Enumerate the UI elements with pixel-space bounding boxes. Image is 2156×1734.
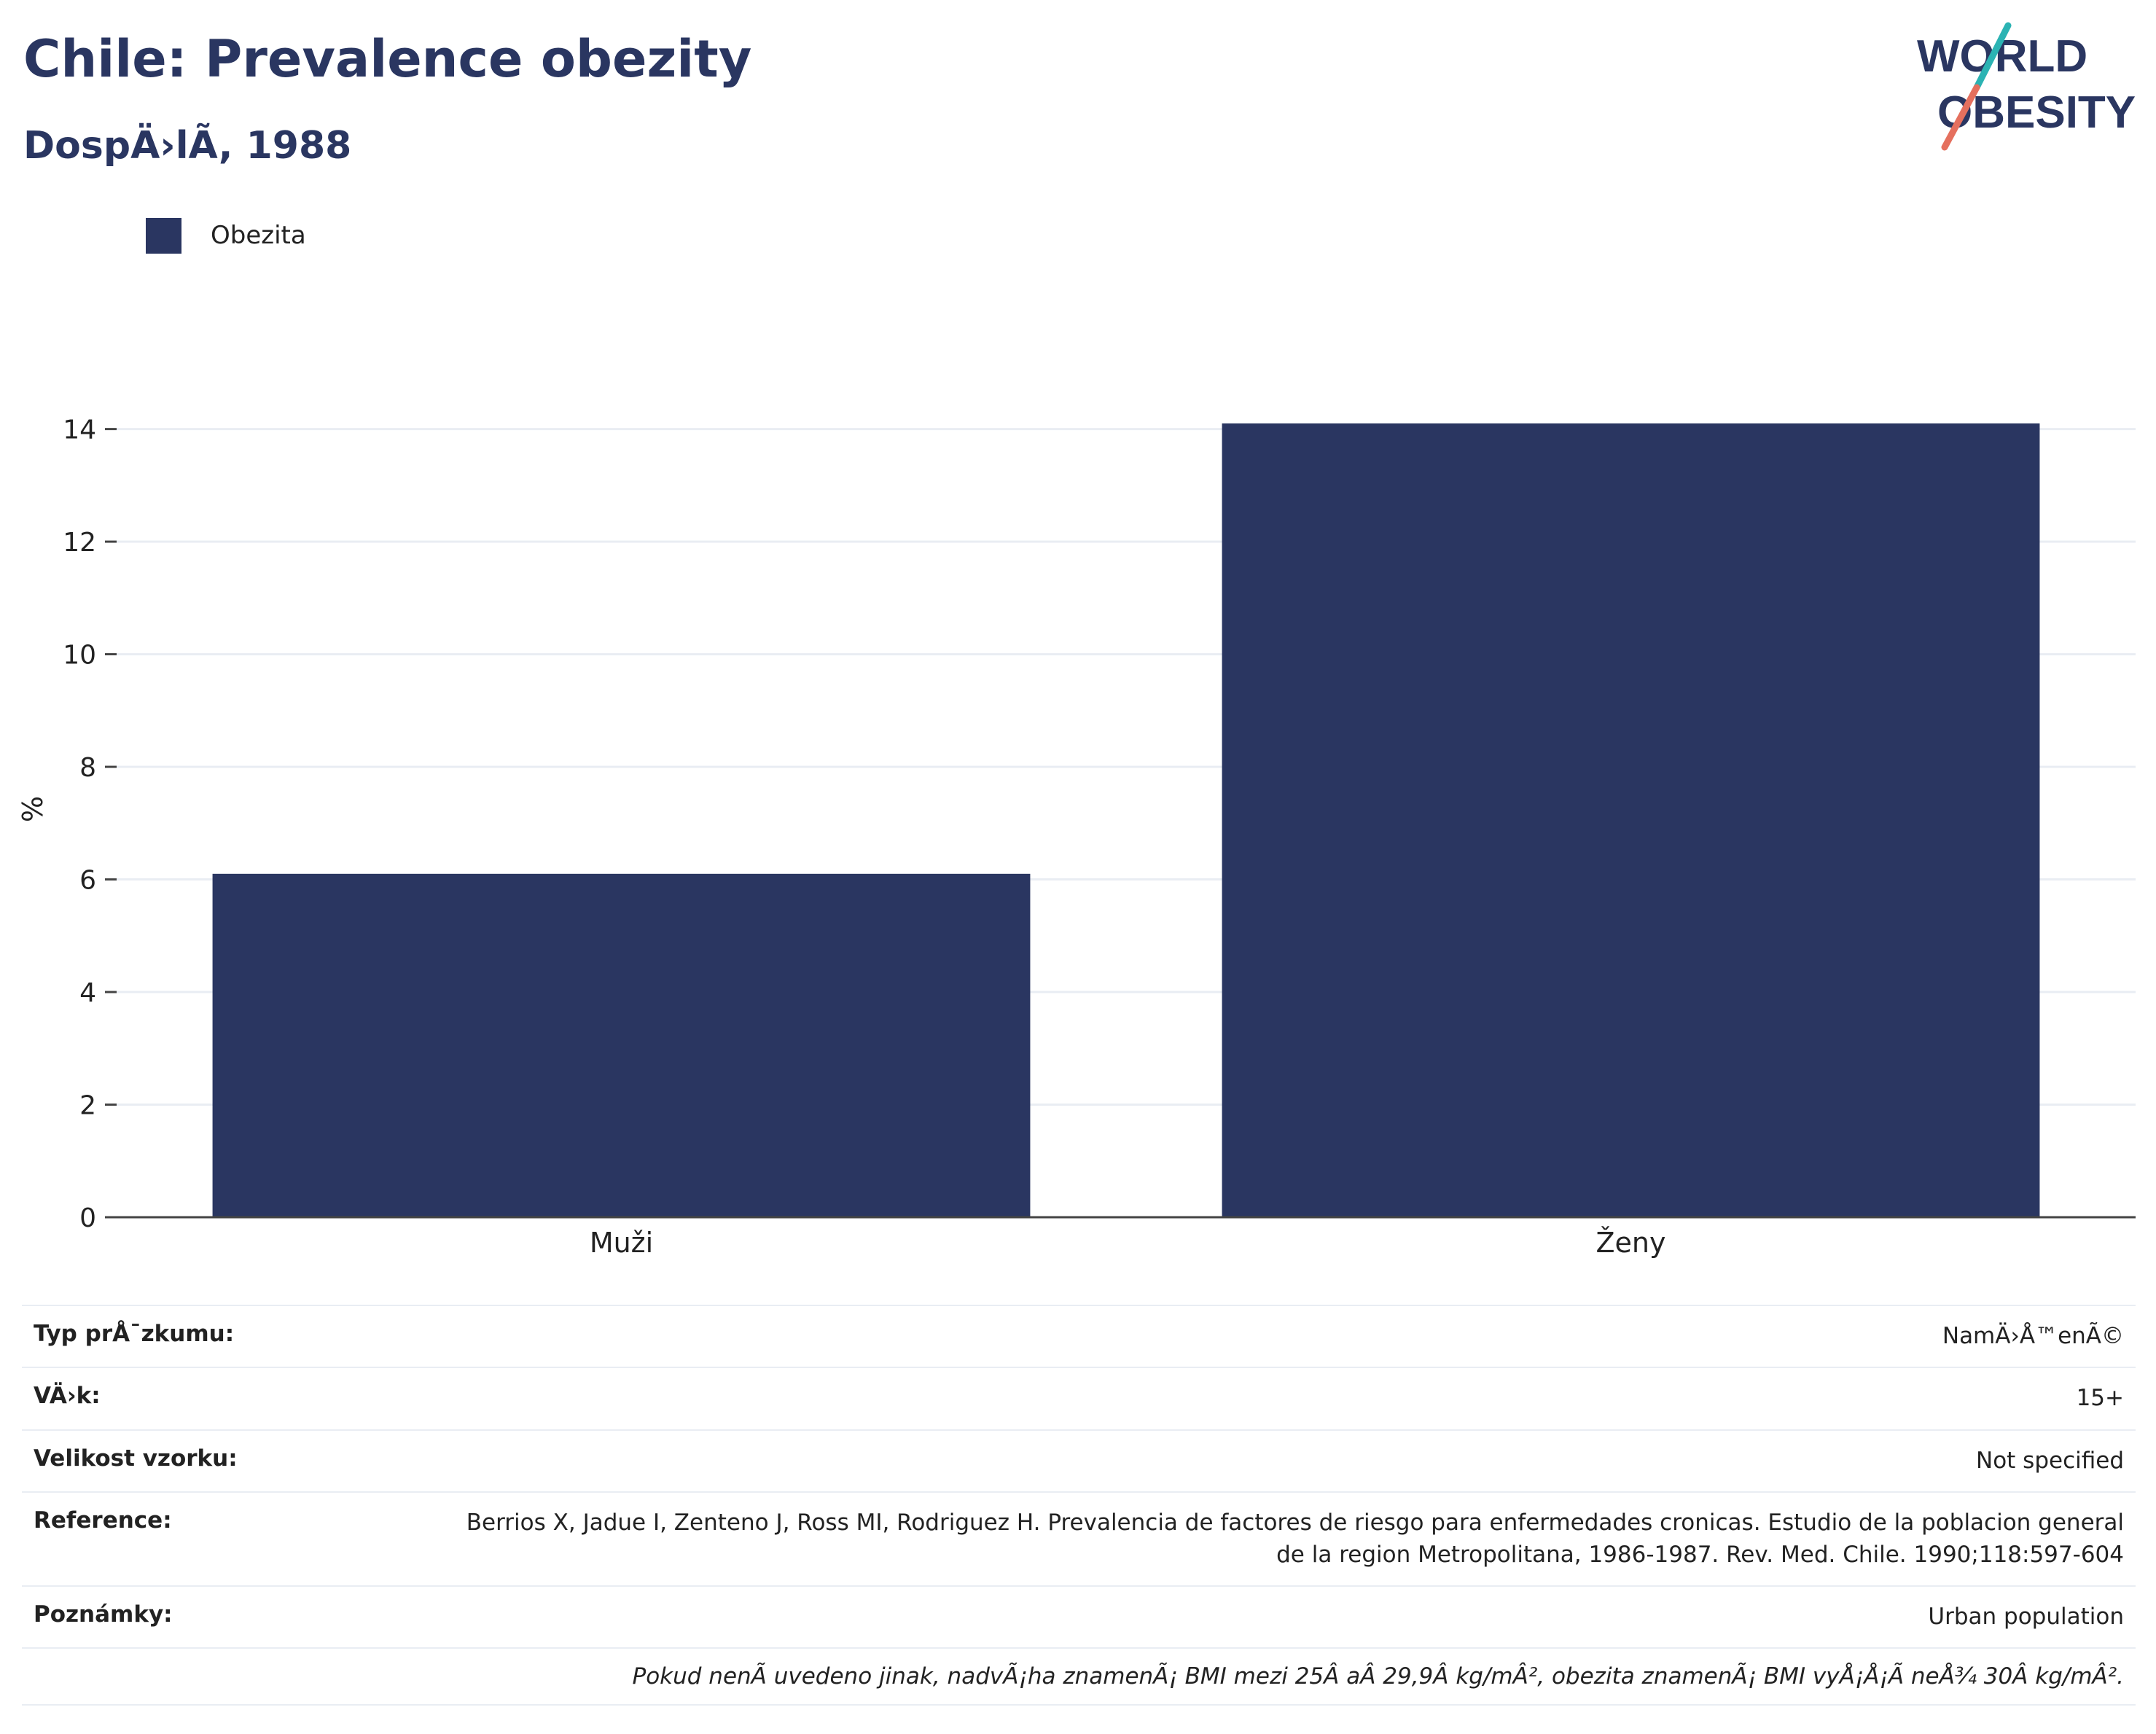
info-table: Typ prÅ¯zkumu: NamÄ›Å™enÃ© VÄ›k: 15+ Velikos…: [22, 1305, 2136, 1706]
bars: [212, 423, 2040, 1218]
x-tick-label: Muži: [590, 1227, 653, 1259]
y-tick-label: 12: [63, 528, 96, 558]
legend-label-obezita: Obezita: [211, 221, 306, 250]
info-value: Urban population: [1928, 1603, 2124, 1630]
x-tick-label: Ženy: [1596, 1227, 1666, 1259]
x-axis-ticks: Muži Ženy: [590, 1227, 1666, 1259]
y-tick-label: 0: [79, 1203, 96, 1233]
info-value: NamÄ›Å™enÃ©: [1942, 1323, 2124, 1349]
y-tick-label: 2: [79, 1091, 96, 1121]
info-key: Poznámky:: [34, 1601, 173, 1628]
info-row: Typ prÅ¯zkumu: NamÄ›Å™enÃ©: [22, 1305, 2136, 1367]
info-value: Not specified: [1976, 1447, 2124, 1474]
legend-swatch-obezita: [146, 217, 181, 254]
definition-note: Pokud nenÃ­ uvedeno jinak, nadvÃ¡ha znam…: [22, 1647, 2136, 1706]
world-obesity-logo: WORLD OBESITY: [1917, 22, 2136, 151]
info-value: 15+: [2076, 1385, 2124, 1412]
info-key: Velikost vzorku:: [34, 1445, 238, 1472]
y-tick-label: 4: [79, 978, 96, 1008]
y-tick-label: 14: [63, 415, 96, 445]
logo-slash-teal: [1973, 22, 2012, 91]
y-tick-label: 8: [79, 753, 96, 783]
logo-line2: OBESITY: [1937, 87, 2136, 138]
bar-chart: 0 2 4 6 8 10 12 14 Muži Ženy %: [17, 415, 2136, 1259]
chart-subtitle: DospÄ›lÃ­, 1988: [23, 124, 352, 168]
logo-slash-coral: [1941, 84, 1980, 151]
y-axis-label: %: [17, 796, 49, 822]
info-key: Typ prÅ¯zkumu:: [34, 1321, 235, 1347]
info-value: Berrios X, Jadue I, Zenteno J, Ross MI, …: [466, 1510, 2124, 1568]
bar-0: [212, 873, 1031, 1217]
info-key: Reference:: [34, 1507, 172, 1534]
info-row: Velikost vzorku: Not specified: [22, 1429, 2136, 1491]
info-row: VÄ›k: 15+: [22, 1367, 2136, 1429]
chart-title: Chile: Prevalence obezity: [23, 29, 752, 89]
legend[interactable]: Obezita: [146, 217, 306, 254]
bar-1: [1222, 423, 2040, 1218]
info-row: Reference: Berrios X, Jadue I, Zenteno J,…: [22, 1491, 2136, 1585]
y-tick-label: 10: [63, 641, 96, 671]
y-tick-label: 6: [79, 866, 96, 896]
info-row: Poznámky: Urban population: [22, 1585, 2136, 1647]
y-axis-ticks: 0 2 4 6 8 10 12 14: [63, 415, 117, 1233]
info-key: VÄ›k:: [34, 1383, 101, 1410]
